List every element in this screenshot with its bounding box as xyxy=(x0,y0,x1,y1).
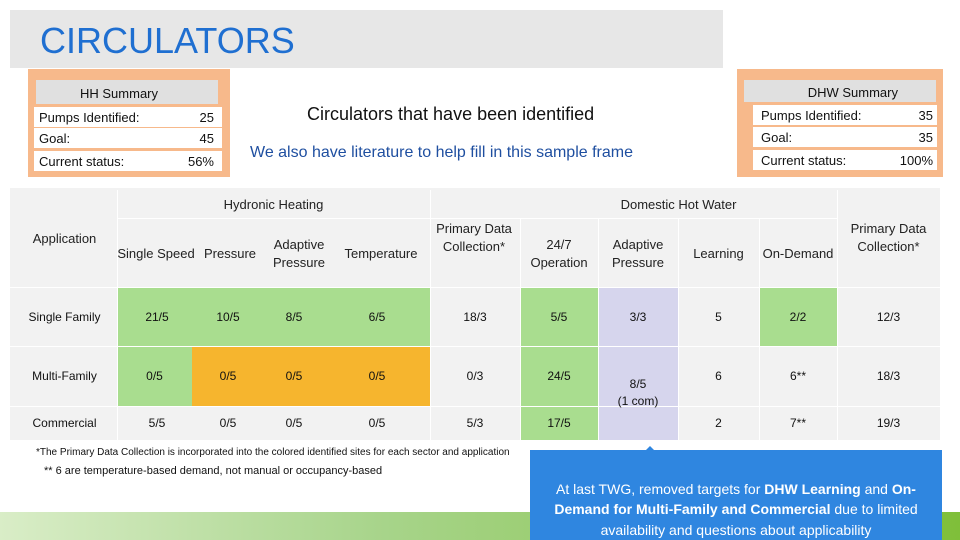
table-cell: 0/5 xyxy=(285,368,303,383)
col-header-application: Application xyxy=(32,231,97,247)
table-cell: 5 xyxy=(715,309,722,324)
dhw-row-pumps: Pumps Identified: 35 xyxy=(753,105,937,125)
grid-line xyxy=(759,218,760,440)
hh-row-pumps: Pumps Identified: 25 xyxy=(34,107,222,127)
hh-label: Pumps Identified: xyxy=(39,110,140,125)
table-cell: 6/5 xyxy=(368,309,386,324)
merged-cell-value: 8/5 xyxy=(629,376,647,391)
col-header-learning: Learning xyxy=(693,246,744,262)
table-cell: 0/5 xyxy=(219,368,237,383)
table-cell: 7** xyxy=(789,415,806,430)
callout-box xyxy=(530,450,942,540)
hh-summary-heading: HH Summary xyxy=(80,86,159,101)
callout-text: At last TWG, removed targets for DHW Lea… xyxy=(532,479,940,540)
cell-highlight-sf-ondemand xyxy=(759,288,837,346)
row-label-multi-family: Multi-Family xyxy=(32,368,97,383)
grid-line xyxy=(10,406,940,407)
dhw-row-status: Current status: 100% xyxy=(753,150,937,170)
dhw-summary-header: DHW Summary xyxy=(744,80,936,102)
table-cell: 5/3 xyxy=(466,415,484,430)
callout-text-bold: DHW Learning xyxy=(764,481,861,497)
group-header-hydronic: Hydronic Heating xyxy=(223,197,324,213)
grid-line xyxy=(430,190,431,440)
page-title: CIRCULATORS xyxy=(40,20,295,61)
cell-highlight-sf-hydronic xyxy=(117,288,430,346)
grid-line xyxy=(837,190,838,440)
hh-row-status: Current status: 56% xyxy=(34,151,222,171)
dhw-value: 100% xyxy=(899,153,933,168)
col-header-dhw-adaptive: Adaptive Pressure xyxy=(611,237,665,270)
grid-line xyxy=(10,346,940,347)
table-cell: 2/2 xyxy=(789,309,807,324)
dhw-summary-heading: DHW Summary xyxy=(807,85,898,100)
col-header-on-demand: On-Demand xyxy=(762,246,834,262)
table-cell: 0/5 xyxy=(285,415,303,430)
table-cell: 17/5 xyxy=(547,415,571,430)
col-header-adaptive-pressure: Adaptive Pressure xyxy=(272,237,326,270)
group-header-dhw: Domestic Hot Water xyxy=(620,197,737,213)
cell-highlight-dhw-247 xyxy=(520,288,598,440)
callout-text-part: due to limited availability and question… xyxy=(600,501,918,538)
table-cell: 10/5 xyxy=(216,309,240,324)
row-label-single-family: Single Family xyxy=(28,309,101,324)
footnote-primary-data: *The Primary Data Collection is incorpor… xyxy=(36,447,510,458)
table-cell: 8/5 xyxy=(285,309,303,324)
table-cell: 12/3 xyxy=(876,309,901,324)
merged-cell-note: (1 com) xyxy=(617,393,659,408)
cell-highlight-mf-hydronic xyxy=(192,346,430,406)
row-label-commercial: Commercial xyxy=(32,415,97,430)
col-header-pressure: Pressure xyxy=(203,246,257,262)
grid-line xyxy=(10,287,940,288)
table-cell: 6** xyxy=(789,368,806,383)
table-cell: 2 xyxy=(715,415,722,430)
table-cell: 0/5 xyxy=(219,415,237,430)
col-header-temperature: Temperature xyxy=(344,246,418,262)
table-cell: 0/5 xyxy=(368,415,386,430)
table-cell: 0/3 xyxy=(466,368,484,383)
table-cell: 5/5 xyxy=(550,309,568,324)
hh-value: 45 xyxy=(199,131,214,146)
table-cell: 18/3 xyxy=(463,309,487,324)
dhw-label: Goal: xyxy=(761,130,793,145)
hh-label: Current status: xyxy=(39,154,125,169)
table-cell: 0/5 xyxy=(146,368,163,383)
grid-line xyxy=(117,218,837,219)
table-cell: 24/5 xyxy=(547,368,571,383)
hh-value: 25 xyxy=(199,110,214,125)
hh-summary-header: HH Summary xyxy=(36,80,218,104)
col-header-primary-data-hh: Primary Data Collection* xyxy=(436,221,512,254)
footnote-temperature: ** 6 are temperature-based demand, not m… xyxy=(44,465,383,477)
table-cell: 21/5 xyxy=(145,309,169,324)
table-cell: 18/3 xyxy=(876,368,901,383)
col-header-single-speed: Single Speed xyxy=(117,246,195,262)
grid-line xyxy=(520,218,521,440)
subheadline: We also have literature to help fill in … xyxy=(250,144,633,161)
dhw-value: 35 xyxy=(918,130,933,145)
grid-line xyxy=(117,190,118,440)
hh-value: 56% xyxy=(187,154,214,169)
cell-highlight-dhw-adaptive xyxy=(598,288,678,440)
hh-label: Goal: xyxy=(39,131,71,146)
callout-text-bold: On-Demand for Multi-Family and Commercia… xyxy=(554,481,916,518)
grid-line xyxy=(598,218,599,440)
table-cell: 5/5 xyxy=(148,415,166,430)
title-bar xyxy=(10,10,723,68)
grid-line xyxy=(678,218,679,440)
table-cell: 0/5 xyxy=(368,368,386,383)
cell-highlight-mf-single xyxy=(117,346,192,406)
col-header-24-7: 24/7 Operation xyxy=(530,237,588,270)
dhw-row-goal: Goal: 35 xyxy=(753,127,937,147)
callout-text-part: and xyxy=(860,481,892,497)
dhw-label: Current status: xyxy=(761,153,847,168)
dhw-label: Pumps Identified: xyxy=(761,108,862,123)
headline: Circulators that have been identified xyxy=(307,104,595,124)
hh-row-goal: Goal: 45 xyxy=(34,128,222,148)
col-header-primary-data-dhw: Primary Data Collection* xyxy=(850,221,927,254)
table-cell: 19/3 xyxy=(876,415,901,430)
table-cell: 6 xyxy=(715,368,722,383)
dhw-value: 35 xyxy=(918,108,933,123)
table-cell: 3/3 xyxy=(629,309,647,324)
callout-text-part: At last TWG, removed targets for xyxy=(556,481,765,497)
